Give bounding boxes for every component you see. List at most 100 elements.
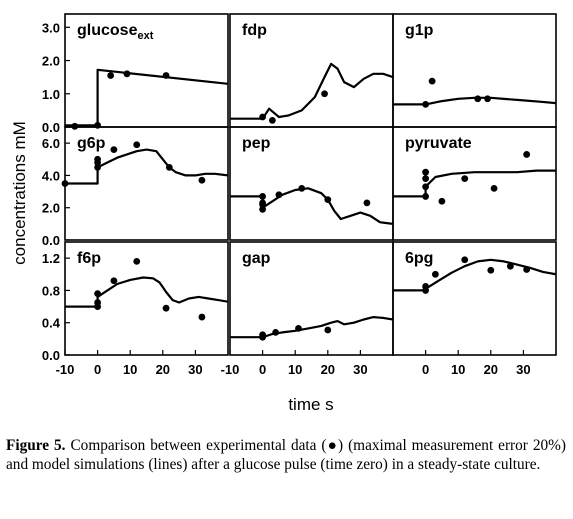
data-point: [162, 72, 170, 79]
simulation-line: [393, 96, 556, 106]
data-point: [165, 163, 173, 171]
data-point: [198, 176, 206, 184]
data-point: [272, 329, 280, 336]
y-tick-label: 1.0: [42, 87, 60, 102]
data-point: [438, 197, 446, 205]
panel-f6p: 0.0 0.4 0.8 1.2 -10 0 10 20 30 f6p: [42, 241, 229, 377]
simulation-line: [230, 62, 393, 120]
data-point: [110, 146, 118, 154]
figure-canvas: 0.0 1.0 2.0 3.0 glucoseext fdp g1p 0.0 2.0 4.0 6.0…: [10, 13, 557, 414]
y-tick-label: 3.0: [42, 20, 60, 35]
simulation-line: [65, 148, 228, 185]
x-tick-label: -10: [56, 362, 75, 377]
y-tick-label: 2.0: [42, 201, 60, 216]
y-tick-label: 2.0: [42, 54, 60, 69]
simulation-line: [65, 276, 228, 308]
data-point: [94, 299, 101, 306]
data-point: [461, 175, 469, 183]
data-point: [110, 277, 118, 285]
data-point: [422, 183, 429, 191]
data-point: [422, 282, 429, 290]
y-tick-label: 4.0: [42, 168, 60, 183]
x-tick-label: 30: [188, 362, 202, 377]
data-point: [422, 168, 429, 176]
y-tick-label: 0.0: [42, 348, 60, 363]
data-point: [487, 266, 495, 274]
data-point: [259, 199, 266, 207]
panel-frame: [392, 126, 557, 241]
caption-text: Comparison between experimental data (●)…: [6, 437, 566, 473]
data-point: [363, 199, 371, 207]
y-tick-label: 0.4: [42, 316, 61, 331]
x-tick-label: 0: [259, 362, 266, 377]
simulation-line: [393, 169, 556, 198]
y-tick-label: 0.8: [42, 283, 60, 298]
panel-title: gap: [242, 250, 271, 267]
panel-pep: pep: [229, 126, 394, 241]
panel-title: g6p: [77, 135, 106, 152]
data-point: [259, 193, 266, 200]
data-point: [259, 331, 266, 339]
x-tick-label: 20: [484, 362, 498, 377]
data-point: [431, 270, 439, 278]
data-point: [422, 101, 429, 108]
y-tick-label: 1.2: [42, 251, 60, 266]
data-point: [198, 313, 206, 321]
data-point: [428, 77, 436, 85]
data-point: [162, 304, 170, 312]
panel-title: fdp: [242, 22, 267, 39]
y-tick-label: 6.0: [42, 136, 60, 151]
panel-title: pyruvate: [405, 135, 472, 152]
panel-pyruvate: pyruvate: [392, 126, 557, 241]
panel-6pg: 0 10 20 30 6pg: [392, 241, 557, 377]
panels-group: 0.0 1.0 2.0 3.0 glucoseext fdp g1p 0.0 2.0 4.0 6.0…: [42, 13, 557, 377]
x-tick-label: -10: [221, 362, 240, 377]
data-point: [259, 205, 266, 213]
x-tick-label: 10: [288, 362, 302, 377]
x-tick-label: 10: [451, 362, 465, 377]
data-point: [268, 116, 276, 124]
x-tick-label: 30: [516, 362, 530, 377]
data-point: [324, 326, 332, 334]
x-tick-label: 20: [321, 362, 335, 377]
panel-title: g1p: [405, 22, 434, 39]
data-point: [422, 175, 429, 183]
data-point: [275, 191, 283, 199]
panel-gap: -10 0 10 20 30 gap: [221, 241, 394, 377]
x-tick-label: 20: [156, 362, 170, 377]
data-point: [324, 196, 332, 204]
data-point: [461, 256, 469, 264]
data-point: [94, 163, 101, 171]
panel-fdp: fdp: [229, 13, 394, 128]
data-point: [123, 70, 131, 78]
x-tick-label: 10: [123, 362, 137, 377]
data-point: [506, 262, 514, 270]
panel-title: 6pg: [405, 250, 433, 267]
data-point: [94, 155, 101, 163]
panel-title: f6p: [77, 250, 101, 267]
data-point: [61, 180, 69, 187]
panel-glucose: 0.0 1.0 2.0 3.0 glucoseext: [42, 13, 229, 135]
data-point: [295, 324, 302, 332]
data-point: [490, 184, 498, 192]
data-point: [321, 90, 328, 98]
panel-title: pep: [242, 135, 271, 152]
data-point: [474, 95, 482, 103]
data-point: [133, 141, 141, 149]
panel-frame: [392, 241, 557, 356]
data-point: [422, 193, 429, 200]
caption-label: Figure 5.: [6, 437, 66, 454]
x-axis-label: time s: [288, 395, 333, 414]
panel-g1p: g1p: [392, 13, 557, 128]
panel-frame: [64, 241, 229, 356]
data-point: [523, 151, 531, 158]
simulation-line: [230, 316, 393, 339]
data-point: [107, 72, 115, 79]
y-tick-label: 0.0: [42, 233, 60, 248]
data-point: [133, 257, 141, 265]
panel-title-subscript: ext: [137, 30, 153, 42]
x-tick-label: 0: [94, 362, 101, 377]
data-point: [523, 266, 531, 273]
data-point: [94, 290, 101, 298]
data-point: [484, 95, 491, 103]
